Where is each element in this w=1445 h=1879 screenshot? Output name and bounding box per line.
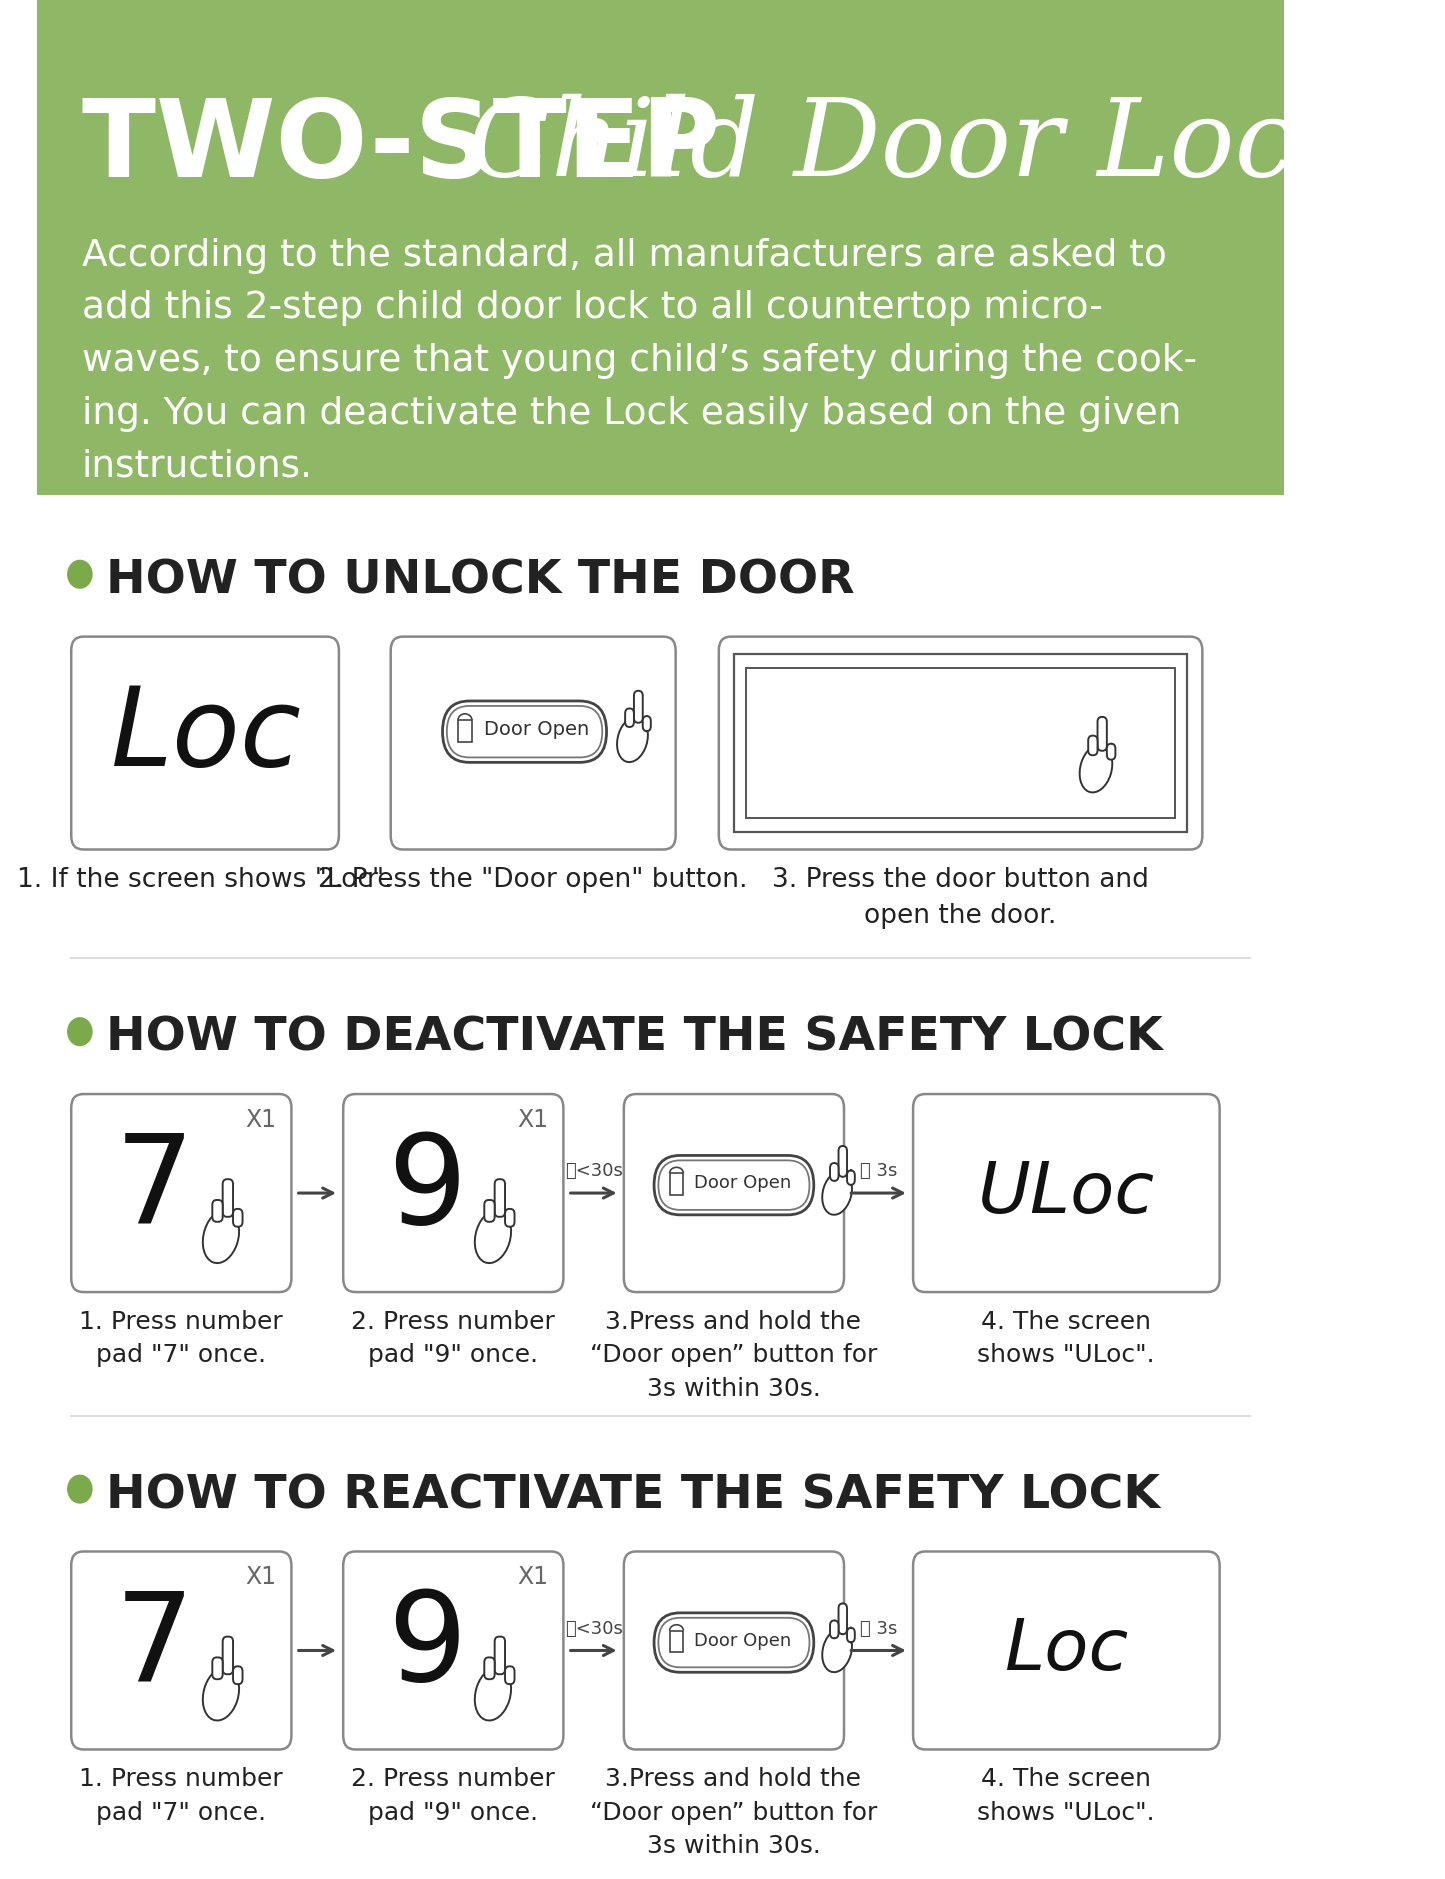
FancyBboxPatch shape	[847, 1171, 855, 1186]
FancyBboxPatch shape	[847, 1627, 855, 1642]
FancyBboxPatch shape	[624, 1094, 844, 1293]
FancyBboxPatch shape	[504, 1667, 514, 1684]
FancyBboxPatch shape	[484, 1657, 494, 1680]
FancyBboxPatch shape	[718, 637, 1202, 849]
FancyBboxPatch shape	[233, 1667, 243, 1684]
Text: Door Open: Door Open	[484, 720, 590, 738]
FancyBboxPatch shape	[626, 708, 634, 727]
FancyBboxPatch shape	[634, 691, 643, 723]
FancyBboxPatch shape	[390, 637, 676, 849]
Text: X1: X1	[517, 1109, 548, 1131]
Bar	[734, 654, 1186, 832]
Text: HOW TO REACTIVATE THE SAFETY LOCK: HOW TO REACTIVATE THE SAFETY LOCK	[105, 1473, 1160, 1518]
Bar	[36, 0, 1285, 494]
Text: 1. If the screen shows "Loc".: 1. If the screen shows "Loc".	[17, 868, 393, 893]
FancyBboxPatch shape	[643, 716, 650, 731]
Text: ⏱<30s: ⏱<30s	[565, 1620, 623, 1638]
Ellipse shape	[822, 1171, 853, 1214]
FancyBboxPatch shape	[504, 1208, 514, 1227]
Text: 1. Press number
pad "7" once.: 1. Press number pad "7" once.	[79, 1768, 283, 1825]
Bar	[669, 1172, 683, 1195]
FancyBboxPatch shape	[484, 1201, 494, 1221]
Text: 3. Press the door button and
open the door.: 3. Press the door button and open the do…	[772, 868, 1149, 930]
Text: Door Open: Door Open	[694, 1174, 790, 1191]
Text: 9: 9	[387, 1129, 467, 1250]
FancyBboxPatch shape	[447, 707, 603, 757]
Text: 4. The screen
shows "ULoc".: 4. The screen shows "ULoc".	[977, 1310, 1155, 1368]
FancyBboxPatch shape	[913, 1552, 1220, 1749]
Ellipse shape	[202, 1210, 238, 1263]
Text: 4. The screen
shows "ULoc".: 4. The screen shows "ULoc".	[977, 1768, 1155, 1825]
Circle shape	[68, 1475, 92, 1503]
Text: Loc: Loc	[110, 682, 301, 789]
Circle shape	[68, 560, 92, 588]
FancyBboxPatch shape	[212, 1657, 223, 1680]
FancyBboxPatch shape	[344, 1552, 564, 1749]
FancyBboxPatch shape	[829, 1163, 838, 1180]
Text: X1: X1	[244, 1109, 276, 1131]
FancyBboxPatch shape	[655, 1612, 814, 1672]
FancyBboxPatch shape	[71, 1094, 292, 1293]
Text: 2. Press the "Door open" button.: 2. Press the "Door open" button.	[318, 868, 749, 893]
FancyBboxPatch shape	[494, 1180, 504, 1218]
Ellipse shape	[617, 718, 647, 763]
Text: X1: X1	[244, 1565, 276, 1590]
Text: HOW TO UNLOCK THE DOOR: HOW TO UNLOCK THE DOOR	[105, 558, 854, 603]
Text: HOW TO DEACTIVATE THE SAFETY LOCK: HOW TO DEACTIVATE THE SAFETY LOCK	[105, 1017, 1163, 1062]
FancyBboxPatch shape	[344, 1094, 564, 1293]
FancyBboxPatch shape	[212, 1201, 223, 1221]
Text: 2. Press number
pad "9" once.: 2. Press number pad "9" once.	[351, 1768, 555, 1825]
Text: X1: X1	[517, 1565, 548, 1590]
Text: 9: 9	[387, 1586, 467, 1706]
FancyBboxPatch shape	[624, 1552, 844, 1749]
Text: 3.Press and hold the
“Door open” button for
3s within 30s.: 3.Press and hold the “Door open” button …	[590, 1310, 877, 1402]
Text: 7: 7	[116, 1586, 195, 1706]
Text: ⏱ 3s: ⏱ 3s	[860, 1620, 897, 1638]
Ellipse shape	[202, 1667, 238, 1721]
Text: 7: 7	[116, 1129, 195, 1250]
FancyBboxPatch shape	[223, 1180, 233, 1218]
FancyBboxPatch shape	[829, 1620, 838, 1638]
Text: Loc: Loc	[1004, 1616, 1129, 1685]
Ellipse shape	[822, 1629, 853, 1672]
FancyBboxPatch shape	[494, 1637, 504, 1674]
Text: ⏱<30s: ⏱<30s	[565, 1163, 623, 1180]
FancyBboxPatch shape	[223, 1637, 233, 1674]
Circle shape	[68, 1018, 92, 1045]
FancyBboxPatch shape	[838, 1146, 847, 1176]
Text: 2. Press number
pad "9" once.: 2. Press number pad "9" once.	[351, 1310, 555, 1368]
Text: ⏱ 3s: ⏱ 3s	[860, 1163, 897, 1180]
Bar	[458, 720, 473, 742]
FancyBboxPatch shape	[659, 1161, 809, 1210]
FancyBboxPatch shape	[1098, 718, 1107, 752]
FancyBboxPatch shape	[913, 1094, 1220, 1293]
Text: Door Open: Door Open	[694, 1631, 790, 1650]
FancyBboxPatch shape	[655, 1156, 814, 1216]
FancyBboxPatch shape	[659, 1618, 809, 1667]
FancyBboxPatch shape	[71, 1552, 292, 1749]
FancyBboxPatch shape	[838, 1603, 847, 1635]
FancyBboxPatch shape	[442, 701, 607, 763]
Ellipse shape	[475, 1210, 512, 1263]
Bar	[669, 1631, 683, 1652]
Text: 1. Press number
pad "7" once.: 1. Press number pad "7" once.	[79, 1310, 283, 1368]
Bar	[747, 669, 1175, 817]
Text: 3.Press and hold the
“Door open” button for
3s within 30s.: 3.Press and hold the “Door open” button …	[590, 1768, 877, 1858]
FancyBboxPatch shape	[1088, 737, 1098, 755]
Text: According to the standard, all manufacturers are asked to
add this 2-step child : According to the standard, all manufactu…	[81, 237, 1196, 485]
Text: TWO-STEP: TWO-STEP	[81, 94, 757, 199]
Ellipse shape	[475, 1667, 512, 1721]
Ellipse shape	[1079, 744, 1113, 793]
FancyBboxPatch shape	[233, 1208, 243, 1227]
FancyBboxPatch shape	[1107, 744, 1116, 759]
Text: Child Door Lock: Child Door Lock	[468, 94, 1361, 199]
Text: ULoc: ULoc	[977, 1159, 1155, 1227]
FancyBboxPatch shape	[71, 637, 340, 849]
